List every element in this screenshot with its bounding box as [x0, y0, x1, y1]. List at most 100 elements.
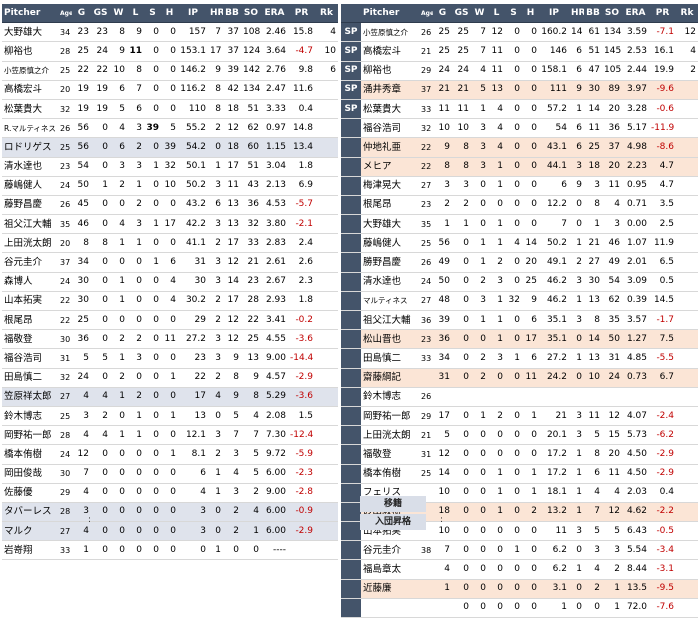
- cell-name: 福敬登: [2, 329, 58, 350]
- cell-so: 32: [241, 214, 261, 235]
- cell-pr: [649, 387, 676, 407]
- cell-w: 1: [471, 252, 488, 273]
- cell-pr: 13.4: [288, 137, 315, 158]
- cell-s: 1: [144, 214, 161, 235]
- cell-h: 0: [522, 195, 539, 216]
- cell-bb: 30: [584, 272, 602, 292]
- cell-gs: 0: [91, 157, 110, 177]
- cell-era: [622, 387, 649, 407]
- cell-h: 1: [161, 444, 178, 465]
- cell-era: 2.93: [261, 291, 288, 312]
- cell-pr: 0.4: [288, 99, 315, 120]
- cell-bb: 30: [584, 80, 602, 100]
- cell-era: 5.17: [622, 118, 649, 139]
- cell-hr: 0: [569, 598, 584, 618]
- cell-rk: [676, 348, 698, 369]
- cell-age: 28: [58, 425, 72, 446]
- cell-era: 72.0: [622, 598, 649, 618]
- cell-pr: [288, 540, 315, 561]
- cell-pr: -2.9: [288, 521, 315, 542]
- column-header-era: ERA: [261, 4, 288, 24]
- cell-g: 12: [72, 444, 91, 465]
- cell-gs: 0: [452, 521, 471, 542]
- cell-name: 祖父江大輔: [2, 214, 58, 235]
- cell-name: 福島章太: [361, 559, 419, 580]
- cell-h: 0: [522, 579, 539, 599]
- cell-gs: 0: [452, 233, 471, 254]
- sp-spacer: [341, 502, 361, 523]
- table-row: 山本拓実 22 30 0 1 0 0 4 30.2 2 17 28 2.93 1.8: [2, 291, 338, 312]
- table-row: R.マルティネス 26 56 0 4 3 39 5 55.2 2 12 62 0.97 14.8: [2, 118, 338, 139]
- cell-w: 1: [110, 233, 127, 254]
- cell-hr: 2: [208, 291, 223, 312]
- cell-era: 13.5: [622, 579, 649, 599]
- cell-gs: 0: [452, 406, 471, 427]
- cell-hr: 0: [569, 214, 584, 235]
- cell-hr: 1: [208, 483, 223, 503]
- cell-w: 8: [110, 22, 127, 43]
- table-row: SP 柳裕也 29 24 24 4 11 0 0 158.1 6 47 105 2.44 19.9 2: [341, 61, 698, 81]
- cell-h: 0: [161, 483, 178, 503]
- cell-hr: 9: [208, 61, 223, 81]
- cell-g: 49: [433, 252, 452, 273]
- cell-rk: [676, 329, 698, 350]
- cell-g: 12: [433, 444, 452, 465]
- column-header-ip: IP: [539, 4, 569, 24]
- joined-label: 入団昇格: [360, 514, 426, 530]
- cell-gs: 10: [452, 118, 471, 139]
- cell-pr: -2.3: [288, 464, 315, 484]
- cell-gs: 22: [91, 61, 110, 81]
- cell-ip: 110: [178, 99, 208, 120]
- cell-g: 8: [72, 233, 91, 254]
- cell-w: [471, 387, 488, 407]
- cell-s: 0: [144, 406, 161, 427]
- cell-s: 0: [505, 521, 522, 542]
- cell-bb: 2: [223, 502, 241, 523]
- cell-h: 0: [161, 195, 178, 216]
- cell-age: 33: [419, 99, 433, 120]
- cell-era: 5.29: [261, 387, 288, 407]
- cell-ip: 42.2: [178, 214, 208, 235]
- cell-so: 11: [602, 176, 622, 196]
- cell-bb: 11: [584, 118, 602, 139]
- cell-era: 0.00: [622, 214, 649, 235]
- cell-l: 2: [127, 195, 144, 216]
- cell-g: 5: [72, 348, 91, 369]
- cell-name: 小笠原慎之介: [2, 61, 58, 81]
- cell-ip: 8.1: [178, 444, 208, 465]
- table-row: 近藤廉 1 0 0 0 0 0 3.1 0 2 1 13.5 -9.5: [341, 579, 698, 599]
- cell-hr: 3: [208, 176, 223, 196]
- column-header-ip: IP: [178, 4, 208, 24]
- cell-rk: [315, 310, 338, 331]
- cell-so: 1: [602, 598, 622, 618]
- cell-so: 51: [241, 157, 261, 177]
- cell-age: 21: [419, 41, 433, 62]
- table-row: 佐藤優 29 4 0 0 0 0 0 4 1 3 2 9.00 -2.8: [2, 483, 338, 503]
- cell-name: 谷元圭介: [2, 252, 58, 273]
- cell-name: ロドリゲス: [2, 137, 58, 158]
- table-row: フェリス 10 0 0 1 0 1 18.1 1 4 4 2.03 0.4: [341, 483, 698, 503]
- cell-pr: 2.3: [288, 272, 315, 292]
- cell-bb: 3: [223, 483, 241, 503]
- cell-gs: 0: [452, 598, 471, 618]
- cell-g: 4: [72, 387, 91, 407]
- table-row: 清水達也 23 54 0 3 3 1 32 50.1 1 17 51 3.04 1.8: [2, 157, 338, 177]
- cell-w: 0: [110, 195, 127, 216]
- column-header-s: S: [505, 4, 522, 24]
- cell-s: 0: [144, 368, 161, 388]
- cell-rk: [676, 291, 698, 312]
- cell-so: 4: [241, 502, 261, 523]
- cell-hr: 3: [208, 272, 223, 292]
- cell-l: 0: [127, 310, 144, 331]
- cell-bb: 12: [223, 252, 241, 273]
- cell-l: 3: [127, 348, 144, 369]
- cell-gs: 25: [452, 41, 471, 62]
- cell-l: 0: [488, 540, 505, 561]
- cell-g: 56: [72, 118, 91, 139]
- cell-h: 1: [522, 464, 539, 484]
- cell-name: 谷元圭介: [361, 540, 419, 561]
- cell-hr: 2: [208, 368, 223, 388]
- cell-l: 3: [488, 272, 505, 292]
- cell-h: 0: [522, 137, 539, 158]
- cell-gs: 0: [452, 291, 471, 312]
